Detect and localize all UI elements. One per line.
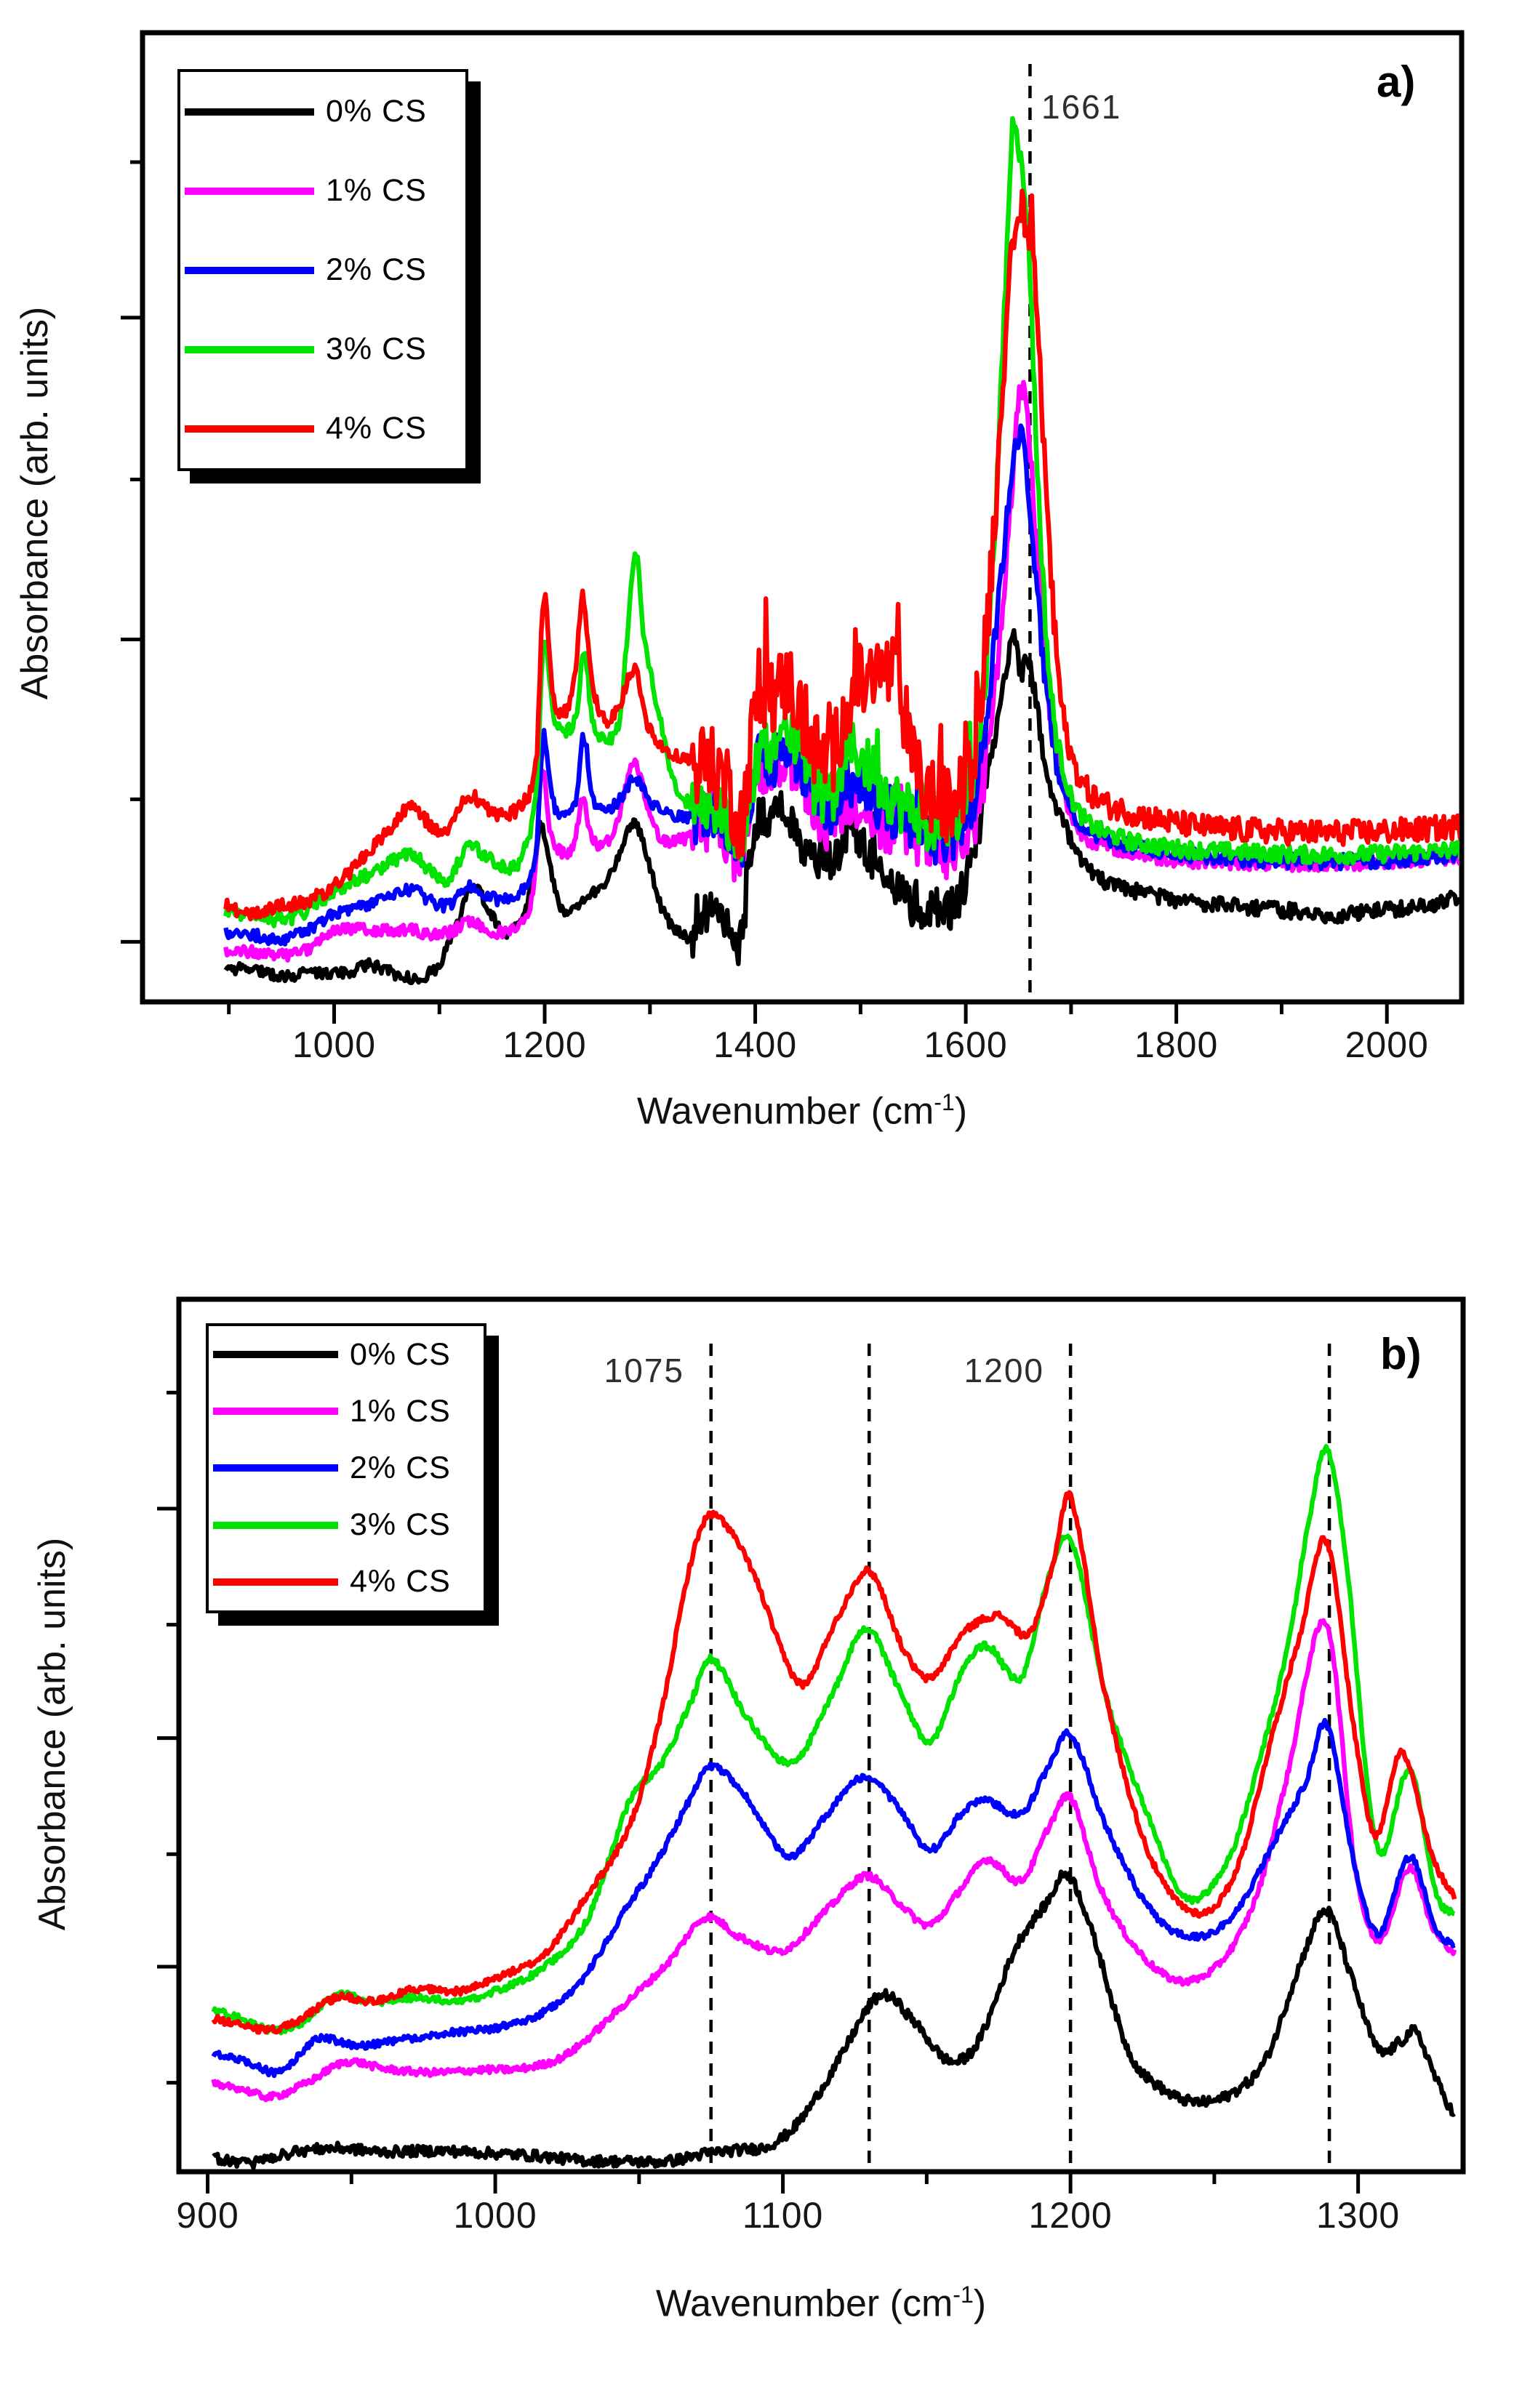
x-tick-label: 1200 bbox=[502, 1024, 587, 1065]
x-tick-label: 1600 bbox=[924, 1024, 1008, 1065]
legend-line-sample bbox=[185, 425, 314, 433]
x-tick-label: 1000 bbox=[453, 2195, 537, 2236]
spectrum-curve-0CS-panel-b bbox=[212, 1869, 1456, 2170]
x-tick-label: 1300 bbox=[1316, 2195, 1401, 2236]
legend-entry-2CS: 2% CS bbox=[209, 1440, 484, 1496]
panel-b-legend: 0% CS 1% CS 2% CS 3% CS 4% CS bbox=[206, 1323, 486, 1613]
spectrum-curve-2CS-panel-b bbox=[211, 1717, 1456, 2079]
spectrum-curve-4CS-panel-a bbox=[223, 188, 1459, 922]
legend-label: 3% CS bbox=[350, 1507, 451, 1543]
panel-b-dashed-label-1075: 1075 bbox=[604, 1352, 684, 1389]
legend-entry-2CS: 2% CS bbox=[180, 230, 465, 310]
legend-label: 0% CS bbox=[326, 94, 427, 129]
legend-line-sample bbox=[185, 345, 314, 353]
panel-a-legend: 0% CS 1% CS 2% CS 3% CS 4% CS bbox=[177, 69, 468, 471]
spectrum-curve-0CS-panel-a bbox=[223, 627, 1459, 985]
spectrum-curve-3CS-panel-b bbox=[211, 1444, 1456, 2036]
x-label-close-b: ) bbox=[973, 2282, 987, 2325]
panel-b-x-axis-label: Wavenumber (cm-1) bbox=[385, 2281, 1257, 2325]
panel-a-dashed-label-1661: 1661 bbox=[1041, 88, 1122, 126]
panel-b-y-axis-label: Absorbance (arb. units) bbox=[31, 1537, 73, 1931]
legend-label: 3% CS bbox=[326, 332, 427, 366]
panel-a-y-axis-label: Absorbance (arb. units) bbox=[14, 306, 56, 700]
panel-a-x-axis-label: Wavenumber (cm-1) bbox=[366, 1089, 1238, 1133]
legend-label: 1% CS bbox=[350, 1393, 451, 1429]
legend-line-sample bbox=[213, 1351, 338, 1359]
legend-label: 0% CS bbox=[350, 1336, 451, 1372]
legend-entry-3CS: 3% CS bbox=[209, 1497, 484, 1554]
x-label-sup-b: -1 bbox=[953, 2281, 974, 2308]
legend-label: 1% CS bbox=[326, 173, 427, 208]
spectrum-curve-2CS-panel-a bbox=[223, 423, 1459, 947]
legend-entry-1CS: 1% CS bbox=[209, 1383, 484, 1440]
legend-label: 2% CS bbox=[326, 252, 427, 287]
legend-label: 2% CS bbox=[350, 1450, 451, 1485]
panel-a-frame bbox=[140, 30, 1465, 1005]
legend-label: 4% CS bbox=[350, 1564, 451, 1600]
legend-entry-4CS: 4% CS bbox=[209, 1554, 484, 1610]
x-label-main-a: Wavenumber (cm bbox=[636, 1090, 934, 1133]
legend-entry-4CS: 4% CS bbox=[180, 389, 465, 468]
x-tick-label: 1200 bbox=[1028, 2195, 1113, 2236]
x-label-close-a: ) bbox=[954, 1090, 968, 1133]
x-tick-label: 1000 bbox=[292, 1024, 377, 1065]
panel-a-letter: a) bbox=[1377, 57, 1416, 106]
panel-b-frame bbox=[176, 1296, 1466, 2175]
x-label-sup-a: -1 bbox=[934, 1089, 955, 1115]
x-tick-label: 2000 bbox=[1345, 1024, 1429, 1065]
x-label-main-b: Wavenumber (cm bbox=[655, 2282, 953, 2325]
legend-line-sample bbox=[213, 1521, 338, 1529]
spectrum-curve-1CS-panel-b bbox=[211, 1618, 1457, 2103]
legend-entry-3CS: 3% CS bbox=[180, 310, 465, 389]
x-tick-label: 1400 bbox=[713, 1024, 798, 1065]
legend-line-sample bbox=[213, 1408, 338, 1416]
legend-entry-0CS: 0% CS bbox=[180, 72, 465, 151]
legend-label: 4% CS bbox=[326, 411, 427, 446]
legend-line-sample bbox=[213, 1464, 338, 1472]
legend-entry-0CS: 0% CS bbox=[209, 1326, 484, 1383]
x-tick-label: 1100 bbox=[742, 2195, 824, 2236]
panel-b-dashed-label-1200: 1200 bbox=[964, 1352, 1044, 1389]
legend-line-sample bbox=[185, 266, 314, 274]
legend-line-sample bbox=[213, 1578, 338, 1586]
legend-line-sample bbox=[185, 108, 314, 116]
legend-line-sample bbox=[185, 187, 314, 195]
x-tick-label: 900 bbox=[176, 2195, 239, 2236]
spectrum-curve-4CS-panel-b bbox=[211, 1490, 1457, 2035]
x-tick-label: 1800 bbox=[1134, 1024, 1219, 1065]
panel-b-letter: b) bbox=[1380, 1330, 1422, 1378]
legend-entry-1CS: 1% CS bbox=[180, 151, 465, 230]
